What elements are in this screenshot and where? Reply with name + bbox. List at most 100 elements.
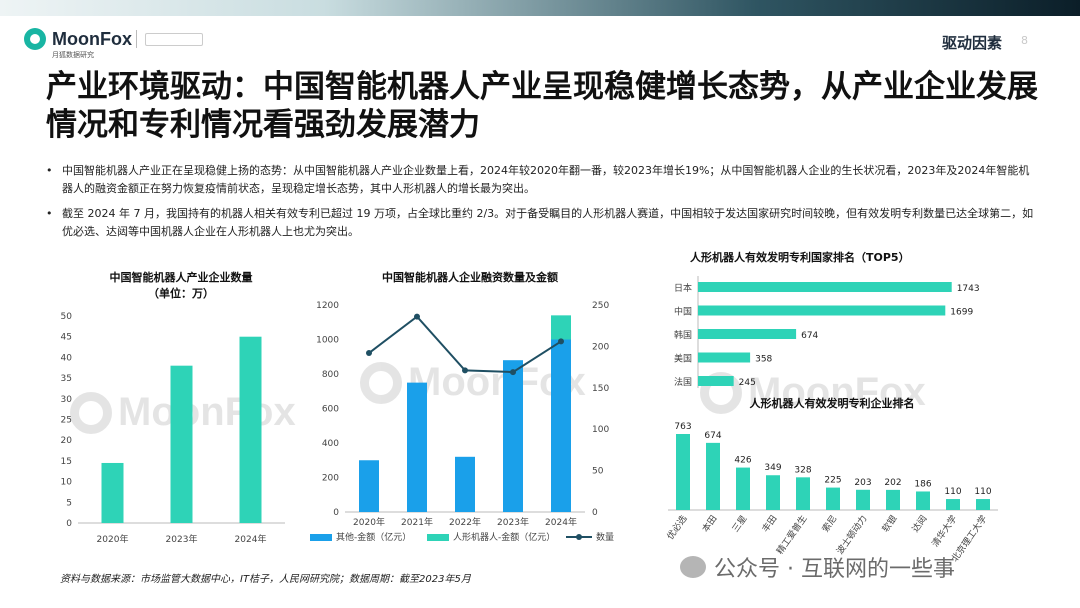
chart3-y-tick: 中国 — [674, 306, 692, 318]
logo-divider — [136, 30, 137, 48]
chart4-bar — [856, 489, 870, 510]
chart2-y2-tick: 50 — [592, 467, 604, 477]
watermark: MoonFox — [70, 390, 296, 435]
chart1-bar — [170, 365, 193, 523]
chart2-y2-tick: 250 — [592, 301, 609, 311]
chart4-x-tick: 软银 — [879, 513, 899, 535]
chart2-y2-tick: 0 — [592, 508, 598, 518]
chart4-x-tick: 索尼 — [819, 513, 839, 535]
logo-badge — [145, 33, 203, 46]
chart2-x-tick: 2020年 — [353, 516, 385, 528]
wechat-watermark: 公众号 · 互联网的一些事 — [680, 551, 955, 583]
watermark-logo-icon — [70, 391, 112, 434]
moonfox-logo-icon — [24, 28, 46, 50]
chart2-bar-other — [455, 456, 475, 512]
logo-subtitle: 月狐数据研究 — [52, 51, 94, 59]
chart1-y-tick: 20 — [61, 436, 73, 446]
chart3-title: 人形机器人有效发明专利国家排名（TOP5） — [690, 250, 910, 264]
chart2-x-tick: 2023年 — [497, 516, 529, 528]
chart4-bar — [706, 442, 720, 510]
chart4-data-label: 763 — [674, 422, 691, 432]
chart3-data-label: 245 — [739, 378, 756, 388]
chart3-data-label: 358 — [755, 355, 772, 365]
chart3-y-tick: 美国 — [674, 353, 692, 365]
bullet-item: 中国智能机器人产业正在呈现稳健上扬的态势：从中国智能机器人产业企业数量上看，20… — [46, 162, 1036, 198]
chart4-data-label: 186 — [914, 479, 931, 489]
page-number: 8 — [1021, 34, 1028, 47]
chart2-count-line — [368, 315, 562, 374]
bullet-list: 中国智能机器人产业正在呈现稳健上扬的态势：从中国智能机器人产业企业数量上看，20… — [46, 162, 1036, 248]
chart3-y-tick: 法国 — [674, 376, 692, 388]
chart4-data-label: 110 — [944, 487, 961, 497]
chart2-legend-count: 数量 — [596, 531, 614, 543]
chart1-y-tick: 35 — [61, 374, 72, 384]
chart4-x-tick: 优必选 — [664, 513, 689, 542]
chart4-x-tick: 三星 — [730, 513, 749, 534]
chart4-x-tick: 清华大学 — [929, 513, 959, 549]
chart2-y-tick: 600 — [322, 405, 339, 415]
chart1-y-tick: 5 — [66, 498, 72, 508]
chart3-bar — [698, 352, 751, 363]
chart2-y2-tick: 150 — [592, 384, 609, 394]
chart4-data-label: 110 — [974, 487, 991, 497]
chart2-x-tick: 2024年 — [545, 516, 577, 528]
chart1-y-tick: 25 — [61, 416, 72, 426]
wechat-icon — [680, 556, 706, 578]
chart2-bar-other — [407, 382, 427, 512]
chart3-data-label: 1743 — [957, 284, 980, 294]
chart2-y2-tick: 200 — [592, 342, 609, 352]
chart2-legend-swatch-other — [310, 534, 332, 541]
chart1-bar — [101, 462, 124, 523]
chart1-title: 中国智能机器人产业企业数量 — [110, 270, 253, 284]
chart4-bar — [886, 489, 900, 510]
chart1-y-tick: 50 — [61, 312, 73, 322]
chart1-y-tick: 45 — [61, 333, 72, 343]
chart4-bar — [766, 475, 780, 510]
chart2-count-point — [366, 350, 372, 357]
chart2-legend-humanoid: 人形机器人-金额（亿元） — [453, 531, 555, 543]
chart1-x-tick: 2023年 — [166, 533, 198, 545]
chart2-count-point — [462, 367, 468, 374]
chart2-y2-tick: 100 — [592, 425, 609, 435]
watermark-text: MoonFox — [748, 370, 926, 414]
chart1-y-tick: 30 — [61, 395, 73, 405]
chart4-bar — [946, 499, 960, 510]
chart2-x-tick: 2021年 — [401, 516, 433, 528]
chart1-y-tick: 10 — [61, 478, 73, 488]
chart4-x-tick: 达闼 — [909, 513, 929, 535]
chart1-y-tick: 40 — [61, 353, 73, 363]
chart4-title: 人形机器人有效发明专利企业排名 — [750, 396, 915, 410]
chart4-data-label: 202 — [884, 478, 901, 488]
chart3-bar — [698, 329, 797, 339]
chart4-x-tick: 丰田 — [759, 513, 779, 535]
section-label: 驱动因素 — [941, 34, 1002, 52]
chart1-x-tick: 2020年 — [97, 533, 129, 545]
chart1-y-tick: 15 — [61, 457, 72, 467]
chart3-bar — [698, 282, 952, 292]
page-title: 产业环境驱动：中国智能机器人产业呈现稳健增长态势，从产业企业发展情况和专利情况看… — [46, 69, 1038, 143]
chart4-bar — [736, 467, 750, 510]
chart4-bar — [976, 499, 990, 510]
chart2-y-tick: 800 — [322, 370, 339, 380]
chart2-x-tick: 2022年 — [449, 516, 481, 528]
chart4-data-label: 328 — [794, 465, 811, 475]
chart4-bar — [916, 491, 930, 510]
chart2-bar-other — [551, 339, 571, 512]
chart2-count-point — [558, 338, 564, 345]
chart2-y-tick: 0 — [333, 508, 339, 518]
chart4-data-label: 349 — [764, 463, 781, 473]
chart1-y-tick: 0 — [66, 519, 72, 529]
chart2-bar-humanoid — [551, 315, 571, 340]
chart3-y-tick: 日本 — [674, 282, 692, 294]
chart4-data-label: 203 — [854, 478, 871, 488]
chart1-x-tick: 2024年 — [235, 533, 267, 545]
top-banner — [0, 0, 1080, 16]
chart2-legend-other: 其他-金额（亿元） — [336, 531, 411, 543]
chart2-legend-marker-count — [576, 534, 582, 540]
chart3-y-tick: 韩国 — [674, 329, 692, 341]
moonfox-logo: MoonFox — [24, 28, 132, 50]
chart1-bar — [239, 336, 262, 523]
chart2-y-tick: 400 — [322, 439, 339, 449]
chart4-x-tick: 本田 — [699, 513, 719, 535]
